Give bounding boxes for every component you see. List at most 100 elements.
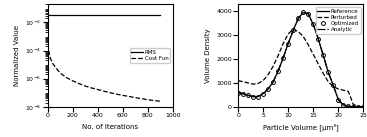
Reference [296, 18, 301, 19]
Reference [276, 70, 280, 72]
Analytic [311, 24, 315, 25]
Y-axis label: Normalized Value: Normalized Value [14, 25, 20, 86]
Reference [246, 95, 250, 96]
Cost Fun [152, 100, 156, 101]
Analytic [271, 81, 275, 83]
Reference [256, 96, 260, 97]
Reference [281, 57, 286, 59]
Analytic [281, 57, 286, 59]
Analytic [306, 13, 310, 15]
Optimized [286, 43, 290, 44]
Optimized [266, 88, 270, 90]
Cost Fun [102, 90, 106, 92]
Cost Fun [58, 72, 62, 74]
Perturbed [256, 83, 260, 84]
Perturbed [311, 53, 315, 55]
Optimized [341, 104, 345, 106]
Perturbed [351, 104, 356, 105]
Perturbed [291, 28, 295, 30]
Optimized [336, 99, 341, 101]
Perturbed [361, 106, 366, 108]
Analytic [316, 38, 320, 40]
Reference [316, 38, 320, 40]
Reference [291, 30, 295, 31]
Perturbed [236, 80, 240, 81]
Perturbed [346, 91, 350, 92]
Optimized [276, 70, 280, 72]
Analytic [301, 12, 305, 13]
Analytic [291, 30, 295, 31]
Analytic [286, 43, 290, 44]
Reference [341, 104, 345, 106]
Legend: RMS, Cost Fun: RMS, Cost Fun [130, 48, 170, 63]
Optimized [291, 30, 295, 31]
Line: Cost Fun: Cost Fun [48, 44, 160, 101]
Reference [301, 12, 305, 13]
Perturbed [301, 35, 305, 37]
Line: Reference: Reference [238, 12, 363, 107]
Cost Fun [89, 87, 94, 89]
Perturbed [251, 83, 255, 85]
Analytic [241, 93, 245, 95]
Cost Fun [70, 80, 75, 82]
Perturbed [356, 106, 360, 107]
Analytic [346, 106, 350, 107]
Optimized [306, 13, 310, 15]
Cost Fun [96, 89, 100, 90]
Optimized [321, 55, 326, 56]
Cost Fun [146, 99, 150, 101]
Reference [361, 106, 366, 108]
Reference [261, 93, 265, 95]
Cost Fun [139, 98, 144, 99]
Optimized [261, 93, 265, 95]
Perturbed [266, 74, 270, 75]
Optimized [326, 71, 330, 73]
Analytic [296, 18, 301, 19]
Cost Fun [127, 96, 131, 97]
Reference [286, 43, 290, 44]
X-axis label: Particle Volume [μm³]: Particle Volume [μm³] [263, 124, 339, 131]
Reference [251, 96, 255, 97]
Optimized [311, 24, 315, 25]
Perturbed [281, 43, 286, 44]
Optimized [361, 106, 366, 108]
Cost Fun [77, 83, 81, 84]
Cost Fun [121, 95, 125, 96]
Cost Fun [158, 100, 163, 102]
Analytic [321, 55, 326, 56]
Perturbed [286, 33, 290, 35]
Perturbed [336, 88, 341, 90]
Optimized [241, 93, 245, 95]
Perturbed [316, 63, 320, 65]
Analytic [246, 95, 250, 96]
Cost Fun [115, 93, 119, 95]
Analytic [251, 96, 255, 97]
Cost Fun [83, 85, 87, 87]
Perturbed [241, 81, 245, 83]
Optimized [281, 57, 286, 59]
Analytic [276, 70, 280, 72]
Cost Fun [133, 97, 138, 99]
Reference [311, 24, 315, 25]
Analytic [266, 88, 270, 90]
Perturbed [331, 86, 335, 87]
Perturbed [341, 89, 345, 91]
Optimized [351, 106, 356, 108]
Analytic [236, 92, 240, 93]
Reference [346, 106, 350, 107]
Reference [236, 92, 240, 93]
Cost Fun [108, 92, 113, 94]
Optimized [251, 96, 255, 97]
Line: Optimized: Optimized [236, 11, 365, 109]
Optimized [271, 81, 275, 83]
Analytic [261, 93, 265, 95]
Optimized [296, 18, 301, 19]
Reference [266, 88, 270, 90]
Perturbed [261, 80, 265, 81]
Reference [321, 55, 326, 56]
X-axis label: No. of Iterations: No. of Iterations [82, 124, 138, 130]
Perturbed [306, 44, 310, 46]
Legend: Reference, Perturbed, Optimized, Analytic: Reference, Perturbed, Optimized, Analyti… [316, 7, 360, 34]
Optimized [256, 96, 260, 97]
Cost Fun [55, 69, 60, 71]
